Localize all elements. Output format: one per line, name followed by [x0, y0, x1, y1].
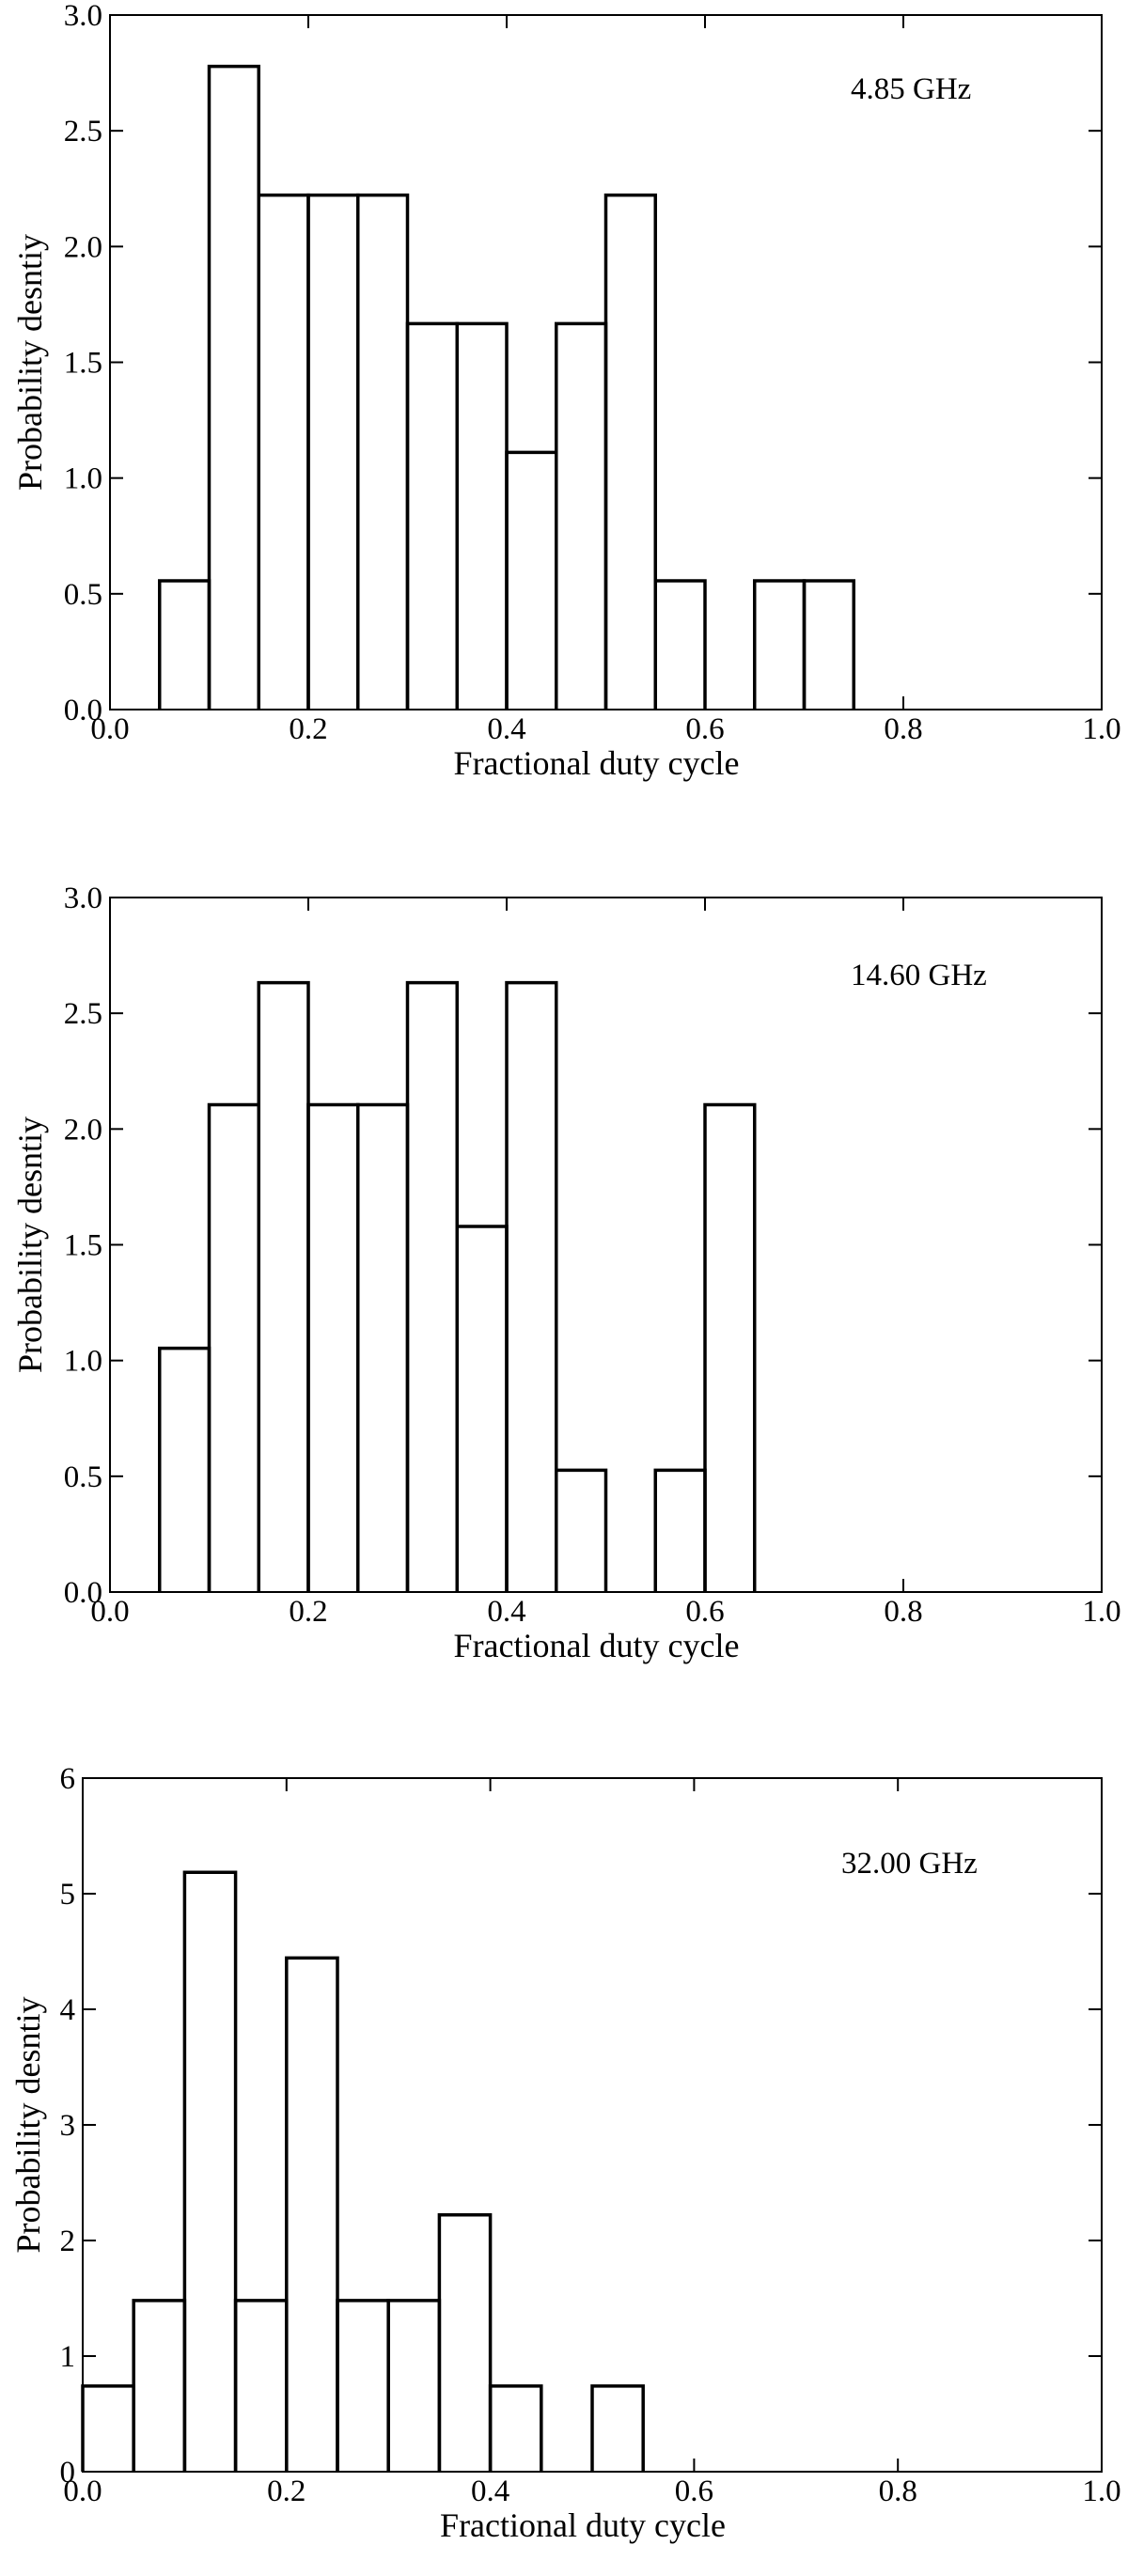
histogram-bin	[158, 1346, 212, 1592]
histogram-bin	[437, 2212, 493, 2472]
y-tick-label: 5	[60, 1878, 76, 1912]
y-tick-label: 2	[60, 2225, 76, 2258]
y-tick-label: 1	[60, 2340, 76, 2374]
histogram-bin	[653, 579, 707, 710]
y-axis-label: Probability desntiy	[9, 1997, 47, 2254]
frequency-annotation: 14.60 GHz	[851, 959, 987, 992]
histogram-bin	[405, 321, 459, 710]
y-tick-label: 1.0	[64, 1345, 102, 1379]
histogram-bin	[336, 2299, 390, 2472]
y-tick-label: 0.5	[64, 1460, 102, 1494]
x-axis-label: Fractional duty cycle	[454, 1627, 740, 1664]
x-tick-label: 0.4	[487, 1595, 525, 1629]
histogram-bin	[590, 2384, 645, 2472]
x-tick-label: 0.8	[884, 712, 922, 746]
histogram-bin	[455, 1225, 509, 1592]
histogram-bin	[257, 980, 310, 1592]
y-tick-label: 3.0	[64, 882, 102, 915]
y-tick-label: 0.0	[64, 694, 102, 727]
x-tick-label: 0.4	[487, 712, 525, 746]
x-tick-label: 0.2	[289, 712, 327, 746]
x-tick-label: 0.0	[63, 2475, 102, 2508]
y-axis-label: Probability desntiy	[11, 1116, 49, 1373]
histogram-bin	[603, 193, 657, 710]
histogram-bin	[505, 450, 558, 710]
x-axis-label: Fractional duty cycle	[454, 744, 740, 782]
histogram-bin	[285, 1956, 339, 2472]
x-tick-label: 0.6	[675, 2475, 713, 2508]
y-tick-label: 2.5	[64, 115, 102, 148]
histogram-bin	[802, 579, 855, 710]
histogram-bin	[386, 2299, 442, 2472]
histogram-bin	[405, 980, 459, 1592]
y-tick-label: 1.5	[64, 347, 102, 381]
frequency-annotation: 32.00 GHz	[841, 1847, 978, 1881]
histogram-bin	[356, 1102, 410, 1592]
y-tick-label: 2.5	[64, 997, 102, 1031]
histogram-bin	[488, 2384, 543, 2472]
frequency-annotation: 4.85 GHz	[851, 72, 971, 106]
x-tick-label: 1.0	[1082, 2475, 1120, 2508]
x-tick-label: 0.2	[289, 1595, 327, 1629]
y-tick-label: 2.0	[64, 230, 102, 264]
y-tick-label: 3.0	[64, 0, 102, 33]
y-tick-label: 6	[60, 1762, 76, 1796]
histogram-bin	[207, 1102, 260, 1592]
y-tick-label: 0	[60, 2456, 76, 2490]
y-tick-label: 0.0	[64, 1576, 102, 1610]
histogram-bin	[703, 1102, 757, 1592]
histogram-bin	[306, 193, 360, 710]
panel-32-00-ghz: 0.0 0.2 0.4 0.6 0.8 1.0 0 1 2 3 4 5 6 32.00 GHz Fracti…	[9, 1762, 1121, 2544]
x-tick-label: 1.0	[1082, 1595, 1120, 1629]
panel-4-85-ghz: 0.0 0.2 0.4 0.6 0.8 1.0 0.0 0.5 1.0 1.5 2.0 2.5 3.0 4…	[11, 0, 1121, 782]
histogram-bin	[306, 1102, 360, 1592]
y-axis-label: Probability desntiy	[11, 234, 49, 491]
histogram-bin	[356, 193, 410, 710]
histogram-bin	[81, 2384, 135, 2472]
x-tick-label: 0.0	[90, 712, 129, 746]
histogram-bin	[233, 2299, 289, 2472]
x-tick-label: 0.6	[685, 712, 724, 746]
histogram-bin	[505, 980, 558, 1592]
histogram-bin	[132, 2299, 187, 2472]
panel-14-60-ghz: 0.0 0.2 0.4 0.6 0.8 1.0 0.0 0.5 1.0 1.5 2.0 2.5 3.0 1…	[11, 882, 1121, 1664]
histogram-bin	[555, 321, 608, 710]
x-tick-label: 0.8	[884, 1595, 922, 1629]
y-tick-label: 0.5	[64, 578, 102, 612]
x-tick-label: 0.4	[471, 2475, 509, 2508]
histogram-bin	[158, 579, 212, 710]
x-tick-label: 1.0	[1082, 712, 1120, 746]
x-tick-label: 0.8	[879, 2475, 917, 2508]
histogram-bin	[455, 321, 509, 710]
x-tick-label: 0.2	[267, 2475, 306, 2508]
y-tick-label: 1.0	[64, 462, 102, 496]
x-axis-label: Fractional duty cycle	[440, 2506, 726, 2544]
histogram-bin	[753, 579, 807, 710]
histogram-bin	[555, 1468, 608, 1592]
histogram-bin	[207, 64, 260, 710]
y-tick-label: 4	[60, 1993, 76, 2027]
y-tick-label: 2.0	[64, 1113, 102, 1147]
y-tick-label: 1.5	[64, 1229, 102, 1263]
x-tick-label: 0.6	[685, 1595, 724, 1629]
x-tick-label: 0.0	[90, 1595, 129, 1629]
histogram-bin	[257, 193, 310, 710]
y-tick-label: 3	[60, 2109, 76, 2143]
histogram-bin	[182, 1870, 238, 2472]
histogram-bin	[653, 1468, 707, 1592]
